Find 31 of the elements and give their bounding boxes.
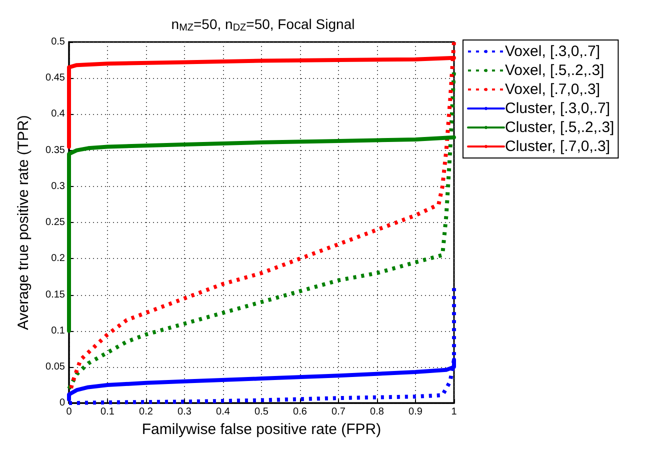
y-tick-label: 0.45 (46, 72, 66, 84)
x-tick-label: 0.6 (293, 406, 308, 418)
x-tick-label: 0.8 (370, 406, 384, 418)
y-tick-label: 0.05 (46, 361, 66, 372)
legend-label: Voxel, [.5,.2,.3] (505, 62, 604, 79)
x-tick-label: 0.7 (332, 406, 346, 418)
y-tick-label: 0 (59, 398, 66, 409)
x-axis-title: Familywise false positive rate (FPR) (142, 421, 382, 438)
x-tick-label: 1 (451, 406, 458, 418)
x-tick-label: 0.2 (139, 406, 154, 418)
legend-label: Voxel, [.7,0,.3] (505, 81, 600, 98)
y-tick-label: 0.25 (46, 217, 66, 228)
y-tick-label: 0.2 (51, 253, 66, 264)
y-tick-label: 0.3 (51, 180, 66, 192)
y-tick-label: 0.5 (51, 36, 66, 48)
x-tick-label: 0.5 (254, 406, 269, 418)
y-tick-label: 0.4 (51, 108, 66, 120)
legend-label: Voxel, [.3,0,.7] (505, 43, 600, 60)
legend-label: Cluster, [.7,0,.3] (505, 138, 610, 155)
line-series (67, 135, 456, 333)
x-tick-label: 0 (66, 406, 72, 418)
legend-label: Cluster, [.5,.2,.3] (505, 119, 614, 136)
x-tick-label: 0.1 (100, 406, 115, 418)
legend-label: Cluster, [.3,0,.7] (505, 100, 610, 117)
y-axis-title: Average true positive rate (TPR) (15, 115, 32, 330)
y-tick-label: 0.15 (46, 289, 66, 300)
x-tick-label: 0.3 (178, 406, 192, 418)
x-tick-label: 0.9 (408, 406, 423, 418)
y-tick-label: 0.1 (51, 325, 66, 336)
y-tick-label: 0.35 (46, 144, 66, 156)
x-tick-label: 0.4 (216, 406, 230, 418)
